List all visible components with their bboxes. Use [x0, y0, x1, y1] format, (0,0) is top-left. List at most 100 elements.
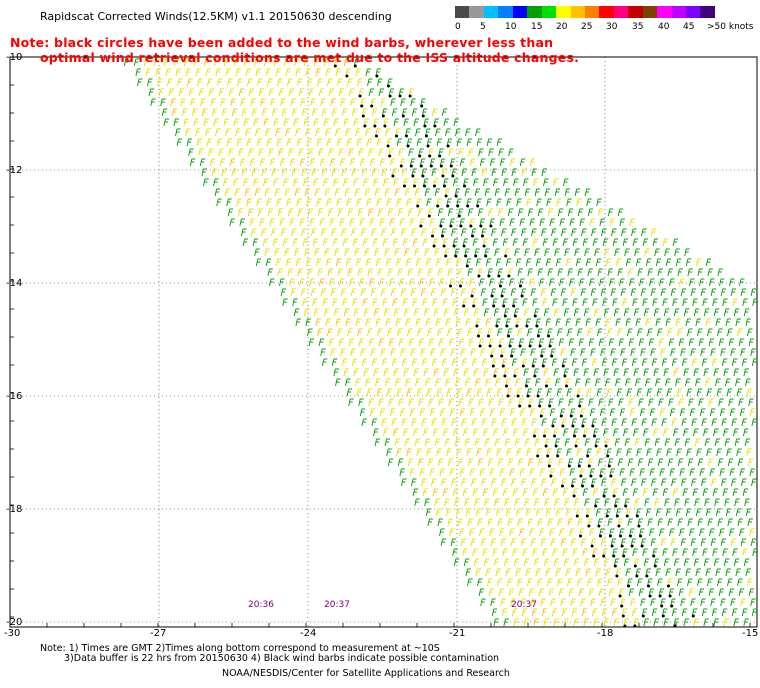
wind-barb	[542, 488, 549, 497]
wind-barb	[492, 488, 499, 497]
wind-barb	[254, 248, 260, 257]
wind-barb	[535, 568, 541, 577]
wind-barb	[254, 188, 261, 197]
wind-barb	[384, 248, 390, 257]
wind-barb	[707, 578, 713, 587]
quality-flag-circle	[633, 564, 637, 568]
quality-flag-circle	[420, 104, 424, 108]
wind-barb	[723, 428, 729, 437]
wind-barb	[741, 608, 748, 617]
wind-barb	[417, 208, 424, 217]
wind-barb	[545, 318, 551, 327]
quality-flag-circle	[528, 404, 532, 408]
colorbar-swatch	[613, 6, 629, 18]
wind-barb	[327, 208, 334, 217]
wind-barb	[467, 328, 473, 337]
wind-barb	[517, 578, 523, 587]
wind-barb	[653, 618, 659, 627]
quality-flag-circle	[361, 114, 365, 118]
wind-barb	[474, 498, 480, 507]
wind-barb	[361, 358, 368, 367]
wind-barb	[539, 218, 545, 227]
wind-barb	[654, 248, 660, 257]
wind-barb	[750, 598, 756, 607]
quality-flag-circle	[408, 94, 412, 98]
wind-barb	[466, 448, 472, 457]
wind-barb	[711, 418, 717, 427]
wind-barb	[541, 228, 547, 237]
wind-barb	[520, 598, 526, 607]
quality-flag-circle	[653, 564, 657, 568]
wind-barb	[574, 248, 580, 257]
colorbar-swatch	[671, 6, 686, 18]
wind-barb	[460, 538, 467, 547]
wind-barb	[239, 218, 245, 227]
wind-barb	[730, 538, 737, 547]
wind-barb	[473, 308, 480, 317]
wind-barb	[605, 378, 611, 387]
wind-barb	[324, 188, 331, 197]
wind-barb	[719, 278, 725, 287]
wind-barb	[670, 538, 677, 547]
wind-barb	[265, 128, 271, 137]
wind-barb	[727, 328, 733, 337]
wind-barb	[701, 358, 708, 367]
wind-barb	[311, 108, 318, 117]
wind-barb	[421, 358, 428, 367]
quality-flag-circle	[423, 184, 426, 188]
wind-barb	[737, 328, 743, 337]
wind-barb	[527, 268, 533, 277]
quality-flag-circle	[449, 164, 453, 168]
wind-barb	[655, 508, 662, 517]
wind-barb	[451, 228, 457, 237]
wind-barb	[205, 128, 211, 137]
wind-barb	[369, 158, 376, 167]
wind-barb	[340, 98, 346, 107]
wind-barb	[339, 158, 346, 167]
wind-barb	[431, 168, 437, 177]
wind-barb	[649, 408, 656, 417]
wind-barb	[418, 338, 425, 347]
wind-barb	[397, 458, 404, 467]
wind-barb	[542, 238, 549, 247]
wind-barb	[434, 188, 441, 197]
wind-barb	[378, 398, 384, 407]
wind-barb	[575, 378, 581, 387]
wind-barb	[509, 278, 515, 287]
wind-barb	[718, 338, 725, 347]
wind-barb	[208, 88, 215, 97]
quality-flag-circle	[583, 434, 586, 438]
wind-barb	[358, 398, 364, 407]
wind-barb	[643, 308, 650, 317]
wind-barb	[253, 178, 259, 187]
quality-flag-circle	[413, 184, 416, 188]
wind-barb	[535, 508, 542, 517]
wind-barb	[449, 468, 455, 477]
wind-barb	[462, 548, 468, 557]
quality-flag-circle	[425, 134, 428, 138]
wind-barb	[509, 408, 516, 417]
wind-barb	[593, 618, 599, 627]
wind-barb	[286, 138, 293, 147]
wind-barb	[508, 398, 514, 407]
quality-flag-circle	[478, 344, 482, 348]
wind-barb	[400, 288, 407, 297]
wind-barb	[295, 318, 301, 327]
wind-barb	[385, 318, 391, 327]
colorbar-swatch	[642, 6, 658, 18]
colorbar-swatch	[599, 6, 614, 18]
wind-barb	[375, 318, 381, 327]
wind-barb	[556, 198, 562, 207]
wind-barb	[697, 518, 703, 527]
wind-barb	[461, 228, 467, 237]
wind-barb	[447, 458, 454, 467]
wind-barb	[537, 208, 544, 217]
wind-barb	[321, 108, 328, 117]
wind-barb	[596, 198, 602, 207]
wind-barb	[558, 338, 565, 347]
wind-barb	[695, 378, 701, 387]
wind-barb	[397, 208, 404, 217]
wind-barb	[478, 398, 484, 407]
wind-barb	[647, 458, 654, 467]
wind-barb	[494, 248, 500, 257]
